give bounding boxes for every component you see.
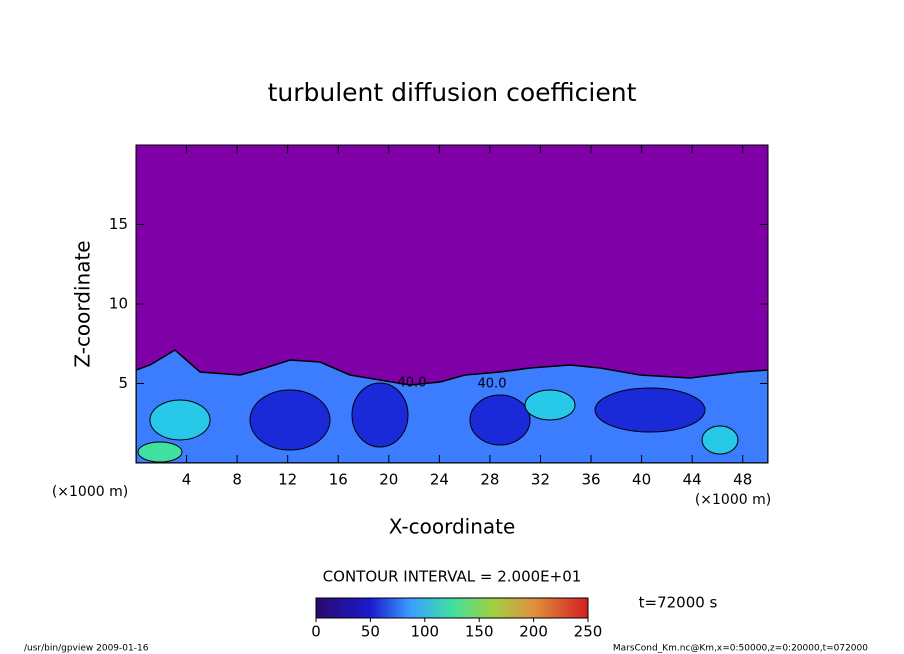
chart-title: turbulent diffusion coefficient [268,78,637,107]
y-tick-label: 10 [109,295,128,313]
colorbar-tick-label: 250 [574,623,603,641]
footer: MarsCond_Km.nc@Km,x=0:50000,z=0:20000,t=… [613,644,868,654]
field-region [149,399,211,441]
colorbar-tick-label: 200 [519,623,548,641]
axis-unit: (×1000 m) [52,484,128,500]
x-tick-label: 36 [581,471,600,489]
x-tick-label: 24 [430,471,449,489]
y-tick-label: 5 [118,374,128,392]
contour-interval: CONTOUR INTERVAL = 2.000E+01 [323,568,582,586]
x-tick-label: 16 [329,471,348,489]
x-tick-label: 48 [733,471,752,489]
colorbar-tick-label: 50 [361,623,380,641]
colorbar-tick-label: 150 [465,623,494,641]
x-tick-label: 40 [632,471,651,489]
x-tick-label: 8 [232,471,242,489]
time-label: t=72000 s [639,594,718,612]
field-region [249,389,331,451]
x-tick-label: 44 [683,471,702,489]
field-region [701,425,739,455]
contour-field [136,145,768,463]
field-region [351,382,409,448]
x-tick-label: 12 [278,471,297,489]
contour-label: 40.0 [478,377,507,392]
x-tick-label: 4 [182,471,192,489]
x-tick-label: 32 [531,471,550,489]
contour-label: 40.0 [398,376,427,391]
field-region [137,441,183,463]
colorbar [315,597,589,619]
y-tick-label: 15 [109,215,128,233]
x-tick-label: 20 [379,471,398,489]
footer: /usr/bin/gpview 2009-01-16 [24,644,149,654]
field-region [594,387,706,433]
colorbar-tick-label: 100 [410,623,439,641]
field-region [469,394,531,446]
x-axis-label: X-coordinate [389,515,516,539]
field-region [524,389,576,421]
x-tick-label: 28 [480,471,499,489]
colorbar-tick-label: 0 [311,623,321,641]
y-axis-label: Z-coordinate [71,240,95,367]
axis-unit: (×1000 m) [695,492,771,508]
